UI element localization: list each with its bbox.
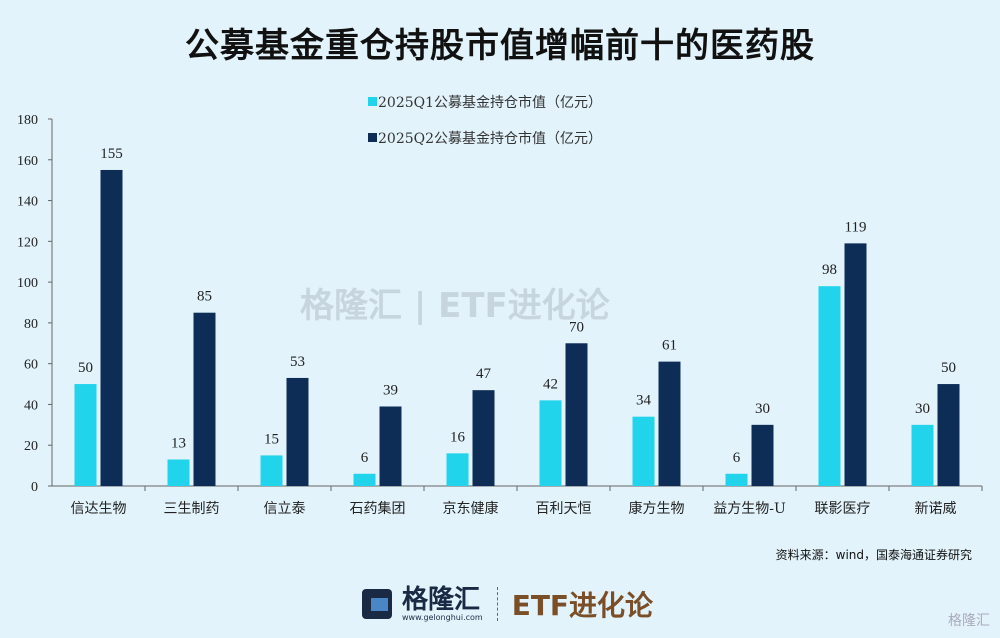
data-label: 53 [290, 354, 305, 370]
x-tick-label: 信立泰 [264, 501, 306, 517]
bar-q1 [818, 286, 841, 486]
y-tick-label: 0 [31, 480, 38, 495]
chart-title: 公募基金重仓持股市值增幅前十的医药股 [185, 26, 815, 66]
data-label: 6 [361, 450, 369, 466]
data-label: 50 [78, 360, 93, 376]
x-tick-label: 联影医疗 [815, 501, 871, 517]
data-label: 34 [636, 393, 652, 409]
bar-q1 [74, 384, 97, 486]
data-label: 39 [383, 382, 398, 398]
bar-q1 [353, 473, 376, 486]
legend-swatch [368, 133, 377, 142]
y-tick-label: 160 [17, 154, 38, 169]
bar-q2 [751, 424, 774, 486]
divider [496, 587, 498, 621]
data-label: 70 [569, 319, 584, 335]
y-tick-label: 120 [17, 235, 38, 250]
data-label: 6 [733, 450, 741, 466]
data-label: 15 [264, 431, 279, 447]
data-label: 13 [171, 435, 186, 451]
bar-q2 [286, 377, 309, 486]
x-tick-label: 新诺威 [915, 501, 957, 517]
x-tick-label: 信达生物 [71, 501, 127, 517]
source-note: 资料来源：wind，国泰海通证券研究 [775, 548, 972, 562]
bar-q1 [539, 400, 562, 486]
x-tick-label: 三生制药 [164, 501, 220, 517]
watermark: 格隆汇 | ETF进化论 [300, 286, 610, 326]
legend-label: 2025Q1公募基金持仓市值（亿元） [378, 94, 602, 111]
footer-logo: 格隆汇 www.gelonghui.com ETF进化论 [362, 584, 653, 624]
y-tick-label: 40 [24, 398, 38, 413]
data-label: 155 [100, 146, 123, 162]
data-label: 85 [197, 289, 212, 305]
x-tick-label: 百利天恒 [536, 501, 592, 517]
bar-q2 [100, 169, 123, 486]
data-label: 16 [450, 429, 466, 445]
bar-q1 [911, 424, 934, 486]
x-tick-label: 康方生物 [629, 500, 685, 517]
data-label: 42 [543, 376, 558, 392]
bar-q2 [937, 384, 960, 486]
y-tick-label: 60 [24, 358, 38, 373]
bar-q2 [379, 406, 402, 486]
column-name: ETF进化论 [511, 589, 654, 622]
data-label: 30 [755, 401, 770, 417]
data-label: 119 [845, 219, 867, 235]
bar-q2 [844, 243, 867, 486]
gelonghui-logo-icon [362, 589, 392, 619]
y-tick-label: 180 [17, 113, 38, 128]
legend-label: 2025Q2公募基金持仓市值（亿元） [378, 130, 602, 147]
bar-q2 [565, 343, 588, 486]
bar-q2 [193, 312, 216, 486]
y-tick-label: 20 [24, 439, 38, 454]
bar-q2 [658, 361, 681, 486]
brand-url: www.gelonghui.com [402, 612, 483, 622]
bar-q1 [260, 455, 283, 486]
y-tick-label: 80 [24, 317, 38, 332]
data-label: 30 [915, 401, 930, 417]
y-tick-label: 100 [17, 276, 38, 291]
bar-q2 [472, 390, 495, 486]
corner-watermark: 格隆汇 [948, 613, 990, 629]
bar-q1 [725, 473, 748, 486]
bar-q1 [446, 453, 469, 486]
bar-q1 [167, 459, 190, 486]
data-label: 98 [822, 262, 837, 278]
x-tick-label: 京东健康 [443, 500, 499, 517]
y-tick-label: 140 [17, 195, 38, 210]
x-tick-label: 石药集团 [350, 500, 406, 517]
bar-chart: 0 20 40 60 80 100 120 140 160 180 信达生物 50 155 三生制药 13 8… [17, 94, 983, 517]
brand-name: 格隆汇 [402, 584, 481, 615]
bar-q1 [632, 416, 655, 486]
data-label: 50 [941, 360, 956, 376]
data-label: 61 [662, 338, 677, 354]
data-label: 47 [476, 366, 492, 382]
legend-swatch [368, 97, 377, 106]
x-tick-label: 益方生物-U [713, 501, 786, 517]
